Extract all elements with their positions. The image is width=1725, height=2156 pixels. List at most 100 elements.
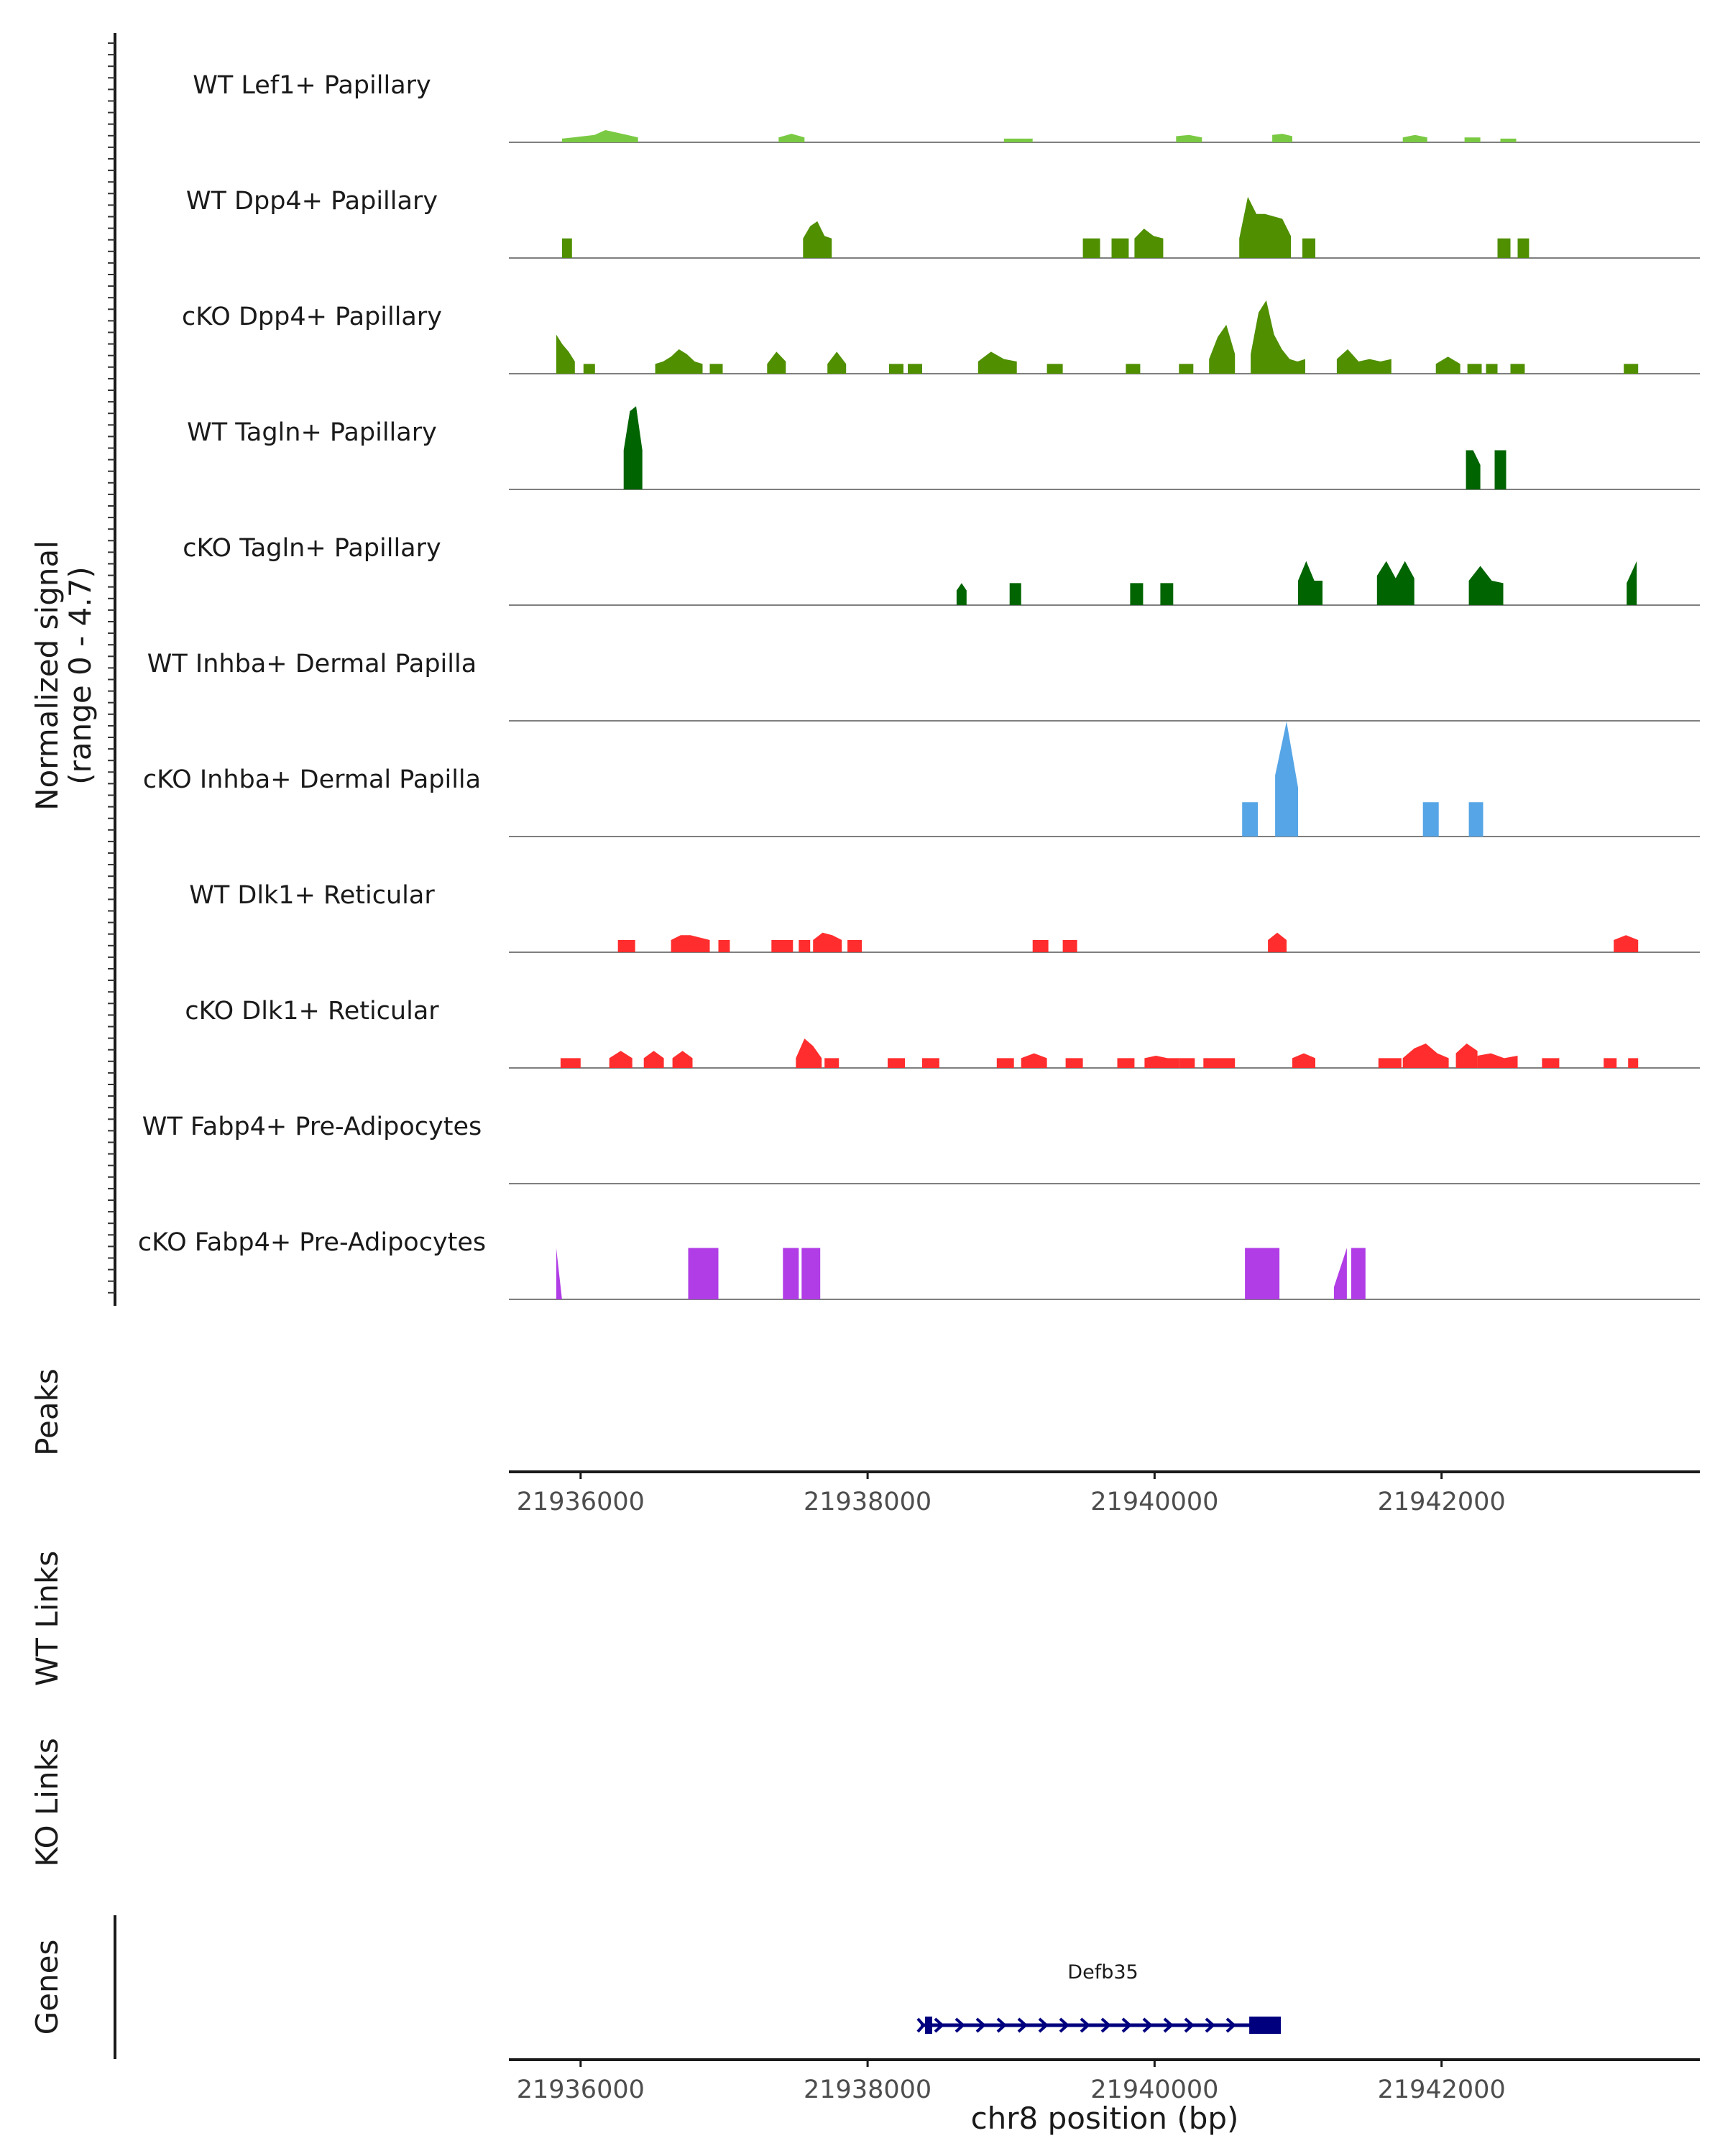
track-cko-tagln-papillary: cKO Tagln+ Papillary [183, 534, 1700, 606]
strand-arrow [934, 2017, 944, 2033]
signal-peak [556, 1248, 562, 1299]
signal-peak [956, 583, 967, 605]
signal-peak [799, 940, 811, 952]
track-label: WT Tagln+ Papillary [187, 418, 437, 447]
signal-peak [1468, 802, 1484, 837]
signal-peak [718, 940, 730, 952]
track-cko-fabp4-pre-adipocytes: cKO Fabp4+ Pre-Adipocytes [138, 1228, 1700, 1300]
signal-peak [688, 1248, 719, 1299]
signal-peak [1351, 1248, 1366, 1299]
signal-peak [1464, 137, 1481, 142]
signal-peak [1468, 566, 1504, 605]
signal-peak [922, 1058, 939, 1068]
signal-peak [1272, 134, 1292, 142]
strand-arrow [1121, 2017, 1132, 2033]
signal-peak [1435, 356, 1460, 374]
signal-peak [1500, 138, 1517, 142]
track-cko-dpp4-papillary: cKO Dpp4+ Papillary [182, 300, 1700, 374]
strand-arrow [1184, 2017, 1195, 2033]
signal-peak [813, 932, 842, 952]
wt-links-label: WT Links [29, 1551, 65, 1686]
genes-label: Genes [29, 1940, 65, 2035]
signal-peak [1298, 561, 1322, 605]
signal-peak [1021, 1053, 1047, 1068]
strand-arrow [1225, 2017, 1236, 2033]
signal-peak [824, 1058, 840, 1068]
signal-peak [1467, 364, 1482, 374]
signal-peak [1336, 349, 1392, 374]
track-label: cKO Inhba+ Dermal Papilla [143, 765, 481, 794]
signal-peak [827, 351, 847, 374]
position-axis-top: 21936000 21938000 21940000 21942000 [509, 1470, 1700, 1516]
track-label: cKO Dlk1+ Reticular [185, 997, 439, 1026]
strand-arrow [1017, 2017, 1028, 2033]
signal-peak [672, 1051, 693, 1068]
coverage-tracks: WT Lef1+ Papillary WT Dpp4+ Papillary cKO … [138, 71, 1700, 1300]
signal-peak [1065, 1058, 1083, 1068]
signal-peak [1009, 583, 1021, 605]
signal-peak [1111, 238, 1129, 258]
signal-peak [771, 940, 794, 952]
signal-peak [908, 364, 922, 374]
signal-peak [1245, 1248, 1280, 1299]
signal-peak [978, 351, 1017, 374]
x-tick-label: 21940000 [1090, 2076, 1218, 2104]
signal-peak [1477, 1053, 1518, 1068]
signal-peak [1628, 1058, 1639, 1068]
signal-peak [1134, 229, 1164, 258]
signal-peak [1486, 364, 1498, 374]
signal-peak [889, 364, 903, 374]
signal-y-ticks [108, 42, 115, 1294]
signal-peak [709, 364, 723, 374]
signal-peak [847, 940, 862, 952]
signal-peak [803, 221, 832, 258]
signal-peak [609, 1051, 632, 1068]
signal-peak [561, 238, 572, 258]
signal-peak [1542, 1058, 1560, 1068]
signal-peak [796, 1038, 822, 1068]
signal-peak [1376, 561, 1414, 605]
ko-links-label: KO Links [29, 1738, 65, 1867]
signal-peak [1510, 364, 1525, 374]
signal-peak [778, 134, 805, 142]
strand-arrow [1163, 2017, 1174, 2033]
track-wt-fabp4-pre-adipocytes: WT Fabp4+ Pre-Adipocytes [142, 1112, 1700, 1184]
gene-defb35: Defb35 [916, 1961, 1282, 2034]
gene-exon [925, 2017, 932, 2034]
signal-peak [655, 349, 703, 374]
signal-peak [1268, 932, 1287, 952]
signal-peak [1494, 450, 1506, 489]
signal-peak [671, 935, 710, 952]
signal-peak [1614, 935, 1639, 952]
track-label: WT Dpp4+ Papillary [186, 187, 438, 216]
signal-peak [1466, 450, 1481, 489]
track-wt-inhba-dermal-papilla: WT Inhba+ Dermal Papilla [147, 650, 1700, 722]
strand-arrow [1142, 2017, 1153, 2033]
signal-peak [1062, 940, 1077, 952]
signal-peak [1378, 1058, 1402, 1068]
track-cko-dlk1-reticular: cKO Dlk1+ Reticular [185, 997, 1700, 1069]
signal-peak [1160, 583, 1174, 605]
strand-arrow [1038, 2017, 1049, 2033]
signal-peak [1422, 802, 1439, 837]
signal-peak [1292, 1053, 1315, 1068]
strand-arrow [1100, 2017, 1111, 2033]
signal-peak [1209, 324, 1236, 374]
strand-arrow [1205, 2017, 1215, 2033]
track-label: WT Inhba+ Dermal Papilla [147, 650, 477, 678]
signal-peak [583, 364, 595, 374]
signal-peak [1333, 1248, 1347, 1299]
signal-peak [1251, 300, 1305, 374]
strand-arrow [996, 2017, 1007, 2033]
signal-peak [1130, 583, 1144, 605]
signal-peak [1497, 238, 1511, 258]
x-tick-label: 21938000 [804, 1488, 932, 1516]
signal-peak [1082, 238, 1100, 258]
signal-peak [996, 1058, 1014, 1068]
track-label: cKO Tagln+ Papillary [183, 534, 441, 563]
signal-peak [560, 1058, 581, 1068]
signal-peak [1179, 1058, 1195, 1068]
x-tick-label: 21940000 [1090, 1488, 1218, 1516]
signal-peak [1126, 364, 1141, 374]
